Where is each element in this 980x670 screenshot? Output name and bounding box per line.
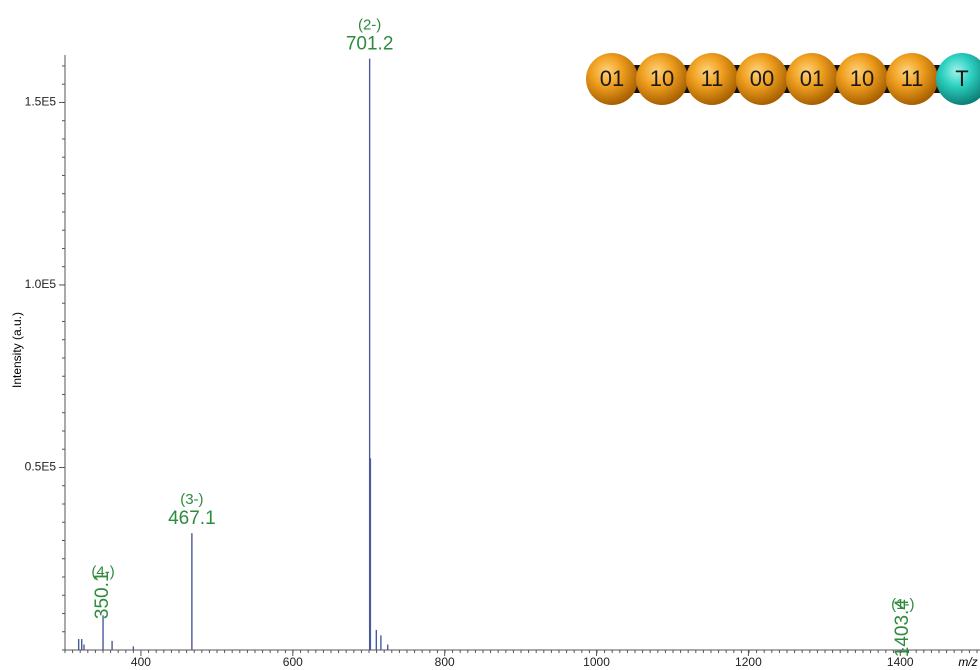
bead-label: 00 — [750, 66, 774, 91]
x-tick-label: 400 — [131, 655, 151, 669]
bead — [636, 53, 688, 105]
peak-mz-label: 350.1 — [92, 572, 113, 620]
bead-label: 10 — [650, 66, 674, 91]
y-tick-label: 1.5E5 — [25, 95, 57, 109]
bead — [786, 53, 838, 105]
x-tick-label: 600 — [283, 655, 303, 669]
peak-mz-label: 701.2 — [346, 34, 394, 55]
x-axis-label: m/z — [958, 655, 977, 669]
bead-label: 11 — [901, 66, 924, 91]
y-tick-label: 0.5E5 — [25, 460, 57, 474]
peak-charge-label: (1-) — [891, 596, 914, 613]
x-tick-label: 800 — [435, 655, 455, 669]
bead — [586, 53, 638, 105]
bead — [836, 53, 888, 105]
peak-charge-label: (2-) — [358, 17, 381, 34]
peak-charge-label: (3-) — [180, 491, 203, 508]
x-tick-label: 1000 — [583, 655, 610, 669]
x-tick-label: 1400 — [887, 655, 914, 669]
bead — [886, 53, 938, 105]
bead — [936, 53, 980, 105]
y-tick-label: 1.0E5 — [25, 277, 57, 291]
bead-label: 01 — [600, 66, 624, 91]
peak-mz-label: 1403.4 — [892, 599, 913, 658]
peak-mz-label: 467.1 — [168, 508, 216, 529]
y-axis-label: Intensity (a.u.) — [10, 312, 24, 388]
x-tick-label: 1200 — [735, 655, 762, 669]
bead-label: 01 — [800, 66, 824, 91]
bead-label: 10 — [850, 66, 874, 91]
bead — [736, 53, 788, 105]
bead-label: T — [955, 66, 968, 91]
bead-label: 11 — [701, 66, 724, 91]
bead — [686, 53, 738, 105]
peak-charge-label: (4-) — [91, 563, 114, 580]
